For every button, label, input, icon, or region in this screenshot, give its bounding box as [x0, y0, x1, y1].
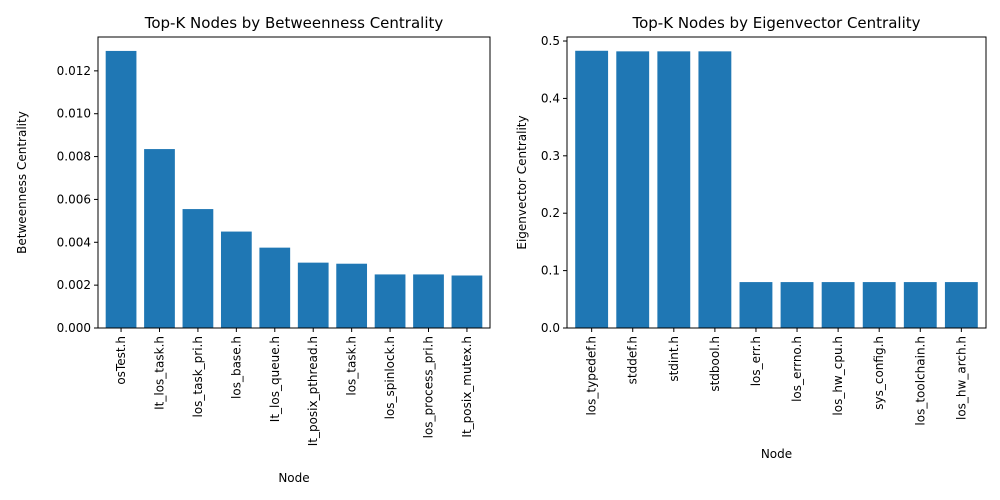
x-tick-label: stdbool.h [708, 336, 722, 392]
eigenvector-chart: Top-K Nodes by Eigenvector Centrality Ei… [515, 14, 987, 461]
x-tick-label: It_los_task.h [152, 336, 166, 410]
bar [297, 262, 329, 328]
x-tick-label: los_toolchain.h [913, 336, 927, 426]
x-tick-label: It_posix_pthread.h [306, 336, 320, 446]
y-tick-label: 0.2 [541, 206, 560, 220]
y-tick-label: 0.008 [57, 150, 91, 164]
y-tick-label: 0.0 [541, 321, 560, 335]
x-axis-label: Node [761, 447, 792, 461]
bar [862, 282, 896, 328]
bars [105, 50, 483, 329]
x-ticks: los_typedef.h stddef.h stdint.h stdbool.h lo… [585, 328, 968, 426]
bar [739, 282, 773, 328]
x-tick-label: los_hw_arch.h [954, 336, 968, 420]
y-axis-label: Eigenvector Centrality [515, 115, 529, 249]
chart-title: Top-K Nodes by Betweenness Centrality [144, 14, 444, 32]
bar [903, 282, 937, 328]
bar [657, 51, 691, 328]
x-tick-label: los_err.h [749, 336, 763, 386]
bar [780, 282, 814, 328]
x-tick-label: los_errno.h [790, 336, 804, 402]
y-tick-label: 0.012 [57, 64, 91, 78]
bar [182, 209, 214, 328]
y-tick-label: 0.1 [541, 264, 560, 278]
plot-frame [97, 36, 491, 329]
bar [259, 247, 291, 328]
bar [220, 231, 252, 328]
bars [575, 50, 978, 328]
bar [944, 282, 978, 328]
x-ticks: osTest.h It_los_task.h los_task_pri.h los_b… [114, 328, 474, 446]
bar [105, 50, 137, 329]
y-tick-label: 0.010 [57, 107, 91, 121]
betweenness-chart: Top-K Nodes by Betweenness Centrality Be… [15, 14, 491, 485]
bar [698, 51, 732, 328]
y-tick-label: 0.4 [541, 91, 560, 105]
x-tick-label: sys_config.h [872, 336, 886, 410]
chart-title: Top-K Nodes by Eigenvector Centrality [631, 14, 920, 32]
x-tick-label: los_spinlock.h [383, 336, 397, 419]
bar [821, 282, 855, 328]
x-tick-label: los_base.h [229, 336, 243, 399]
x-tick-label: los_hw_cpu.h [831, 336, 845, 416]
x-tick-label: los_typedef.h [585, 336, 599, 416]
y-tick-label: 0.3 [541, 149, 560, 163]
x-tick-label: It_posix_mutex.h [460, 336, 474, 438]
x-tick-label: It_los_queue.h [268, 336, 282, 422]
bar [144, 149, 175, 328]
bar [413, 274, 444, 328]
y-tick-label: 0.006 [57, 192, 91, 206]
y-ticks: 0.0 0.1 0.2 0.3 0.4 0.5 [541, 34, 567, 335]
x-tick-label: stdint.h [667, 336, 681, 382]
bar [336, 263, 368, 328]
y-tick-label: 0.000 [57, 321, 91, 335]
x-tick-label: osTest.h [114, 336, 128, 385]
x-axis-label: Node [278, 471, 309, 485]
x-tick-label: los_task.h [345, 336, 359, 396]
x-tick-label: los_task_pri.h [191, 336, 205, 418]
bar [374, 274, 406, 328]
bar [616, 51, 650, 328]
y-tick-label: 0.5 [541, 34, 560, 48]
x-tick-label: stddef.h [626, 336, 640, 384]
y-tick-label: 0.004 [57, 235, 91, 249]
x-tick-label: los_process_pri.h [422, 336, 436, 438]
plot-frame [566, 36, 987, 329]
y-axis-label: Betweenness Centrality [15, 111, 29, 254]
bar [451, 275, 483, 328]
y-ticks: 0.000 0.002 0.004 0.006 0.008 0.010 0.012 [57, 64, 98, 335]
bar [575, 50, 609, 328]
y-tick-label: 0.002 [57, 278, 91, 292]
